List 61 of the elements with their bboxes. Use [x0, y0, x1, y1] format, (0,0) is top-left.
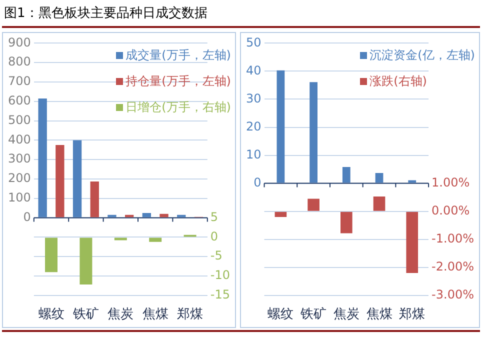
y-tick-label: 100	[8, 190, 31, 205]
bar	[276, 70, 285, 183]
y-tick-label: 900	[8, 35, 31, 50]
bar	[342, 167, 350, 183]
y-tick-label: 200	[8, 171, 31, 186]
bar	[274, 212, 287, 217]
x-tick-label: 焦炭	[333, 306, 360, 321]
y-tick-label: 700	[8, 74, 31, 88]
x-tick-label: 焦煤	[142, 306, 168, 321]
y-tick-label: 0	[23, 210, 31, 224]
bar	[90, 182, 99, 218]
bar	[373, 196, 386, 211]
y-tick-label: 30	[246, 91, 262, 106]
bar	[160, 214, 168, 218]
bar	[124, 214, 134, 218]
x-tick-label: 焦炭	[108, 306, 134, 321]
y-tick-label: 600	[8, 94, 31, 108]
x-tick-label: 焦煤	[366, 306, 392, 321]
y2-tick-label: -10	[210, 268, 230, 282]
bar	[38, 98, 47, 218]
legend-label: 日增仓(万手，右轴)	[126, 100, 231, 114]
x-tick-label: 螺纹	[38, 306, 64, 321]
x-tick-label: 铁矿	[300, 306, 327, 321]
y2-tick-label: -2.00%	[432, 260, 474, 274]
y2-tick-label: -5	[210, 248, 222, 263]
y2-tick-label: 0.00%	[432, 203, 470, 218]
y-tick-label: 500	[8, 112, 31, 127]
y-tick-label: 20	[246, 119, 262, 134]
x-tick-label: 螺纹	[268, 306, 294, 321]
bar	[408, 180, 416, 183]
legend-label: 沉淀资金(亿，左轴)	[370, 48, 475, 62]
legend-label: 涨跌(右轴)	[370, 74, 427, 88]
y-tick-label: 0	[254, 175, 262, 190]
bar	[56, 145, 64, 218]
bar	[340, 212, 352, 234]
bar	[142, 212, 152, 218]
y2-tick-label: 5	[210, 210, 218, 224]
bar	[375, 172, 384, 183]
legend-label: 持仓量(万手，左轴)	[126, 74, 231, 88]
legend-label: 成交量(万手，左轴)	[126, 48, 231, 62]
bar	[72, 140, 82, 218]
bar	[308, 198, 320, 211]
x-tick-label: 郑煤	[177, 306, 204, 321]
y-tick-label: 50	[246, 35, 262, 50]
chart-title: 图1：黑色板块主要品种日成交数据	[4, 5, 208, 22]
bar	[310, 82, 318, 183]
y-tick-label: 400	[8, 132, 31, 146]
y2-tick-label: 0	[210, 229, 218, 244]
y2-tick-label: -3.00%	[432, 288, 474, 302]
y-tick-label: 10	[246, 147, 262, 162]
y-tick-label: 300	[8, 152, 31, 166]
bar	[177, 214, 186, 218]
y-tick-label: 800	[8, 54, 31, 69]
x-tick-label: 铁矿	[72, 306, 99, 321]
y2-tick-label: -15	[210, 288, 230, 302]
y2-tick-label: -1.00%	[432, 231, 474, 246]
y2-tick-label: 1.00%	[432, 175, 470, 190]
y-tick-label: 40	[246, 63, 262, 78]
bar	[406, 212, 418, 273]
x-tick-label: 郑煤	[399, 306, 426, 321]
bar	[108, 214, 116, 218]
